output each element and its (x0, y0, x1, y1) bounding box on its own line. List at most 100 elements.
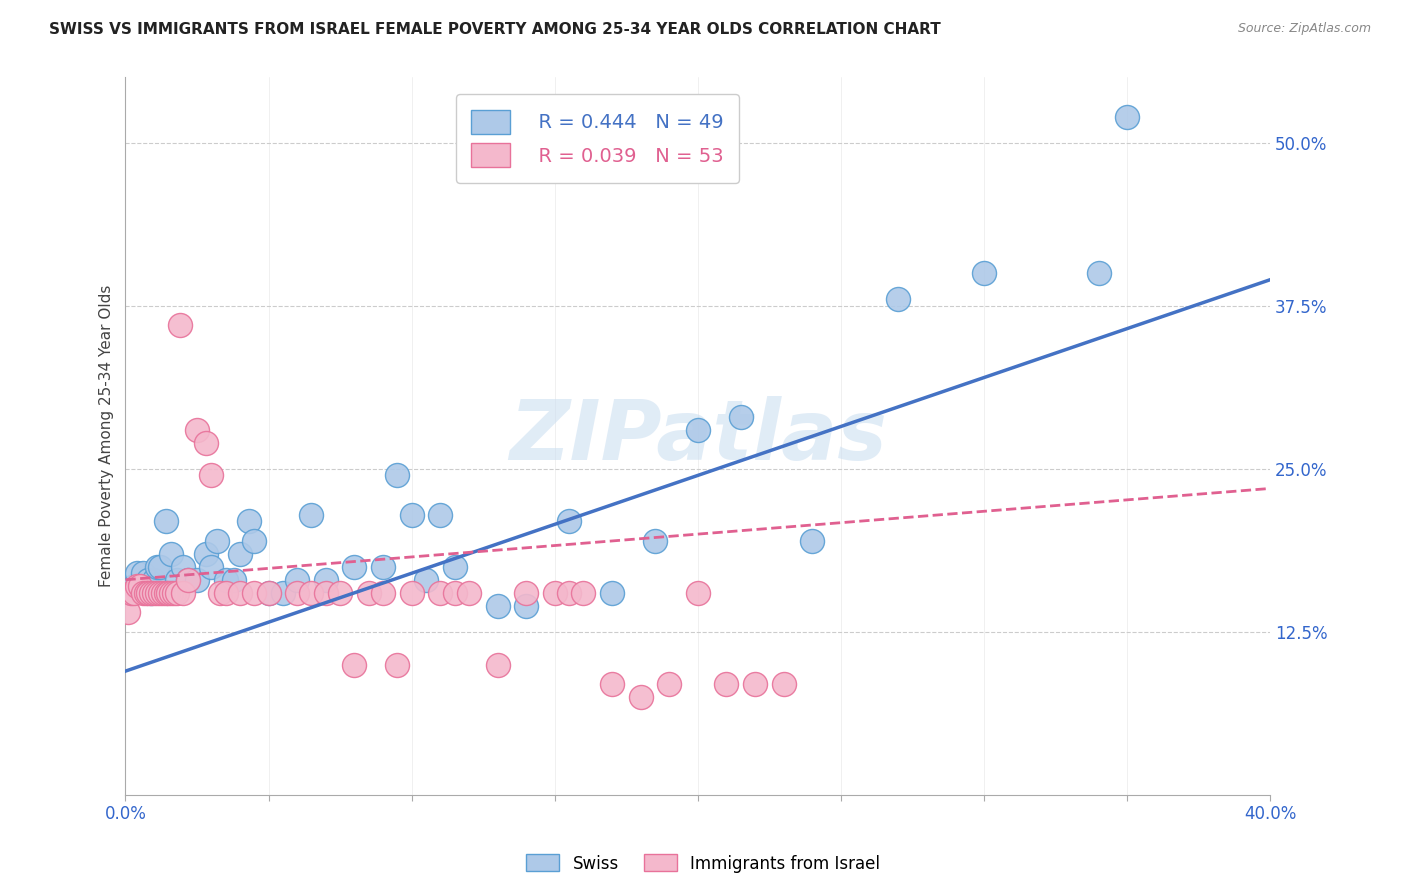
Point (122, 586, 145, 600)
Legend:   R = 0.444   N = 49,   R = 0.039   N = 53: R = 0.444 N = 49, R = 0.039 N = 53 (456, 95, 740, 183)
Point (458, 586, 481, 600)
Point (120, 586, 142, 600)
Point (343, 657, 366, 672)
Point (229, 547, 252, 561)
Point (1116, 110, 1139, 124)
Point (801, 533, 824, 548)
Point (120, 586, 142, 600)
Text: Source: ZipAtlas.com: Source: ZipAtlas.com (1237, 22, 1371, 36)
Point (887, 292, 910, 306)
Point (166, 573, 188, 587)
Point (486, 657, 509, 672)
Point (146, 586, 169, 600)
Point (141, 586, 163, 600)
Y-axis label: Female Poverty Among 25-34 Year Olds: Female Poverty Among 25-34 Year Olds (100, 285, 114, 588)
Point (301, 508, 323, 522)
Point (343, 559, 366, 574)
Legend: Swiss, Immigrants from Israel: Swiss, Immigrants from Israel (519, 847, 887, 880)
Point (224, 573, 246, 587)
Point (600, 586, 623, 600)
Point (686, 586, 709, 600)
Point (143, 586, 166, 600)
Point (644, 533, 666, 548)
Point (149, 559, 172, 574)
Point (371, 586, 394, 600)
Point (125, 579, 148, 593)
Point (229, 586, 252, 600)
Point (544, 586, 567, 600)
Point (238, 514, 260, 528)
Point (257, 586, 280, 600)
Point (973, 266, 995, 280)
Point (134, 586, 156, 600)
Point (160, 547, 183, 561)
Point (243, 586, 266, 600)
Point (208, 586, 231, 600)
Point (138, 573, 160, 587)
Point (686, 423, 709, 437)
Point (716, 677, 738, 691)
Point (600, 677, 623, 691)
Point (128, 579, 150, 593)
Point (357, 586, 380, 600)
Point (744, 677, 766, 691)
Point (515, 586, 537, 600)
Point (401, 508, 423, 522)
Point (186, 423, 208, 437)
Point (131, 566, 153, 581)
Point (572, 586, 595, 600)
Point (200, 468, 222, 483)
Point (558, 514, 581, 528)
Point (172, 586, 194, 600)
Point (200, 559, 222, 574)
Point (186, 573, 208, 587)
Point (152, 586, 174, 600)
Point (271, 586, 294, 600)
Point (157, 586, 180, 600)
Point (122, 579, 145, 593)
Point (214, 586, 236, 600)
Point (630, 690, 652, 705)
Point (125, 566, 148, 581)
Point (1087, 266, 1109, 280)
Point (301, 586, 323, 600)
Point (315, 573, 337, 587)
Point (285, 573, 308, 587)
Point (515, 599, 537, 613)
Point (131, 586, 153, 600)
Point (205, 533, 228, 548)
Point (257, 586, 280, 600)
Point (128, 579, 150, 593)
Point (387, 468, 409, 483)
Point (149, 586, 172, 600)
Point (194, 435, 217, 450)
Point (134, 579, 156, 593)
Point (401, 586, 423, 600)
Point (138, 586, 160, 600)
Point (143, 573, 166, 587)
Point (443, 586, 465, 600)
Point (329, 586, 352, 600)
Point (117, 606, 139, 620)
Point (155, 514, 177, 528)
Text: ZIPatlas: ZIPatlas (509, 396, 887, 476)
Point (415, 573, 437, 587)
Point (486, 599, 509, 613)
Point (243, 533, 266, 548)
Point (141, 586, 163, 600)
Point (387, 657, 409, 672)
Point (285, 586, 308, 600)
Point (772, 677, 794, 691)
Point (429, 586, 451, 600)
Point (371, 559, 394, 574)
Point (315, 586, 337, 600)
Point (658, 677, 681, 691)
Point (169, 318, 191, 333)
Text: SWISS VS IMMIGRANTS FROM ISRAEL FEMALE POVERTY AMONG 25-34 YEAR OLDS CORRELATION: SWISS VS IMMIGRANTS FROM ISRAEL FEMALE P… (49, 22, 941, 37)
Point (214, 573, 236, 587)
Point (160, 586, 183, 600)
Point (730, 409, 752, 424)
Point (163, 586, 186, 600)
Point (146, 559, 169, 574)
Point (177, 573, 200, 587)
